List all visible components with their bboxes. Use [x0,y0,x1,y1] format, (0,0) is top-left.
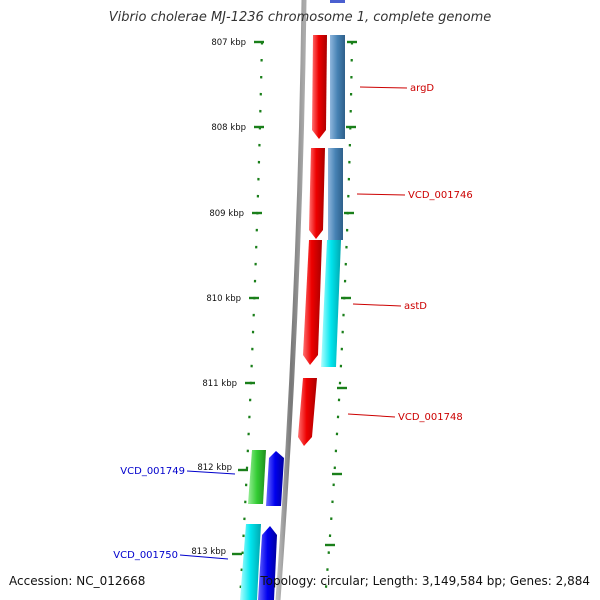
gene-VCD_001749[interactable] [266,451,284,506]
label-VCD_001749[interactable]: VCD_001749 [120,466,185,477]
tick-label-807: 807 kbp [211,38,246,48]
accession-text: Accession: NC_012668 [9,574,146,588]
gene-VCD_001746[interactable] [328,148,343,240]
gene-VCD_001749-green[interactable] [248,450,266,504]
leader-VCD_001749 [186,470,236,475]
label-VCD_001746[interactable]: VCD_001746 [408,190,473,201]
backbone-arc [275,0,307,600]
major-ticks [232,40,357,556]
gene-VCD_001750[interactable] [240,524,261,600]
leader-VCD_001746 [356,193,406,196]
label-argD[interactable]: argD [410,83,434,94]
leader-VCD_001750 [179,554,229,560]
gene-argD-cds[interactable] [312,35,327,139]
gene-VCD_001746-cds[interactable] [309,148,325,239]
gene-astD-cds[interactable] [303,240,322,365]
gene-fragment-top[interactable] [330,0,345,3]
leader-argD [359,86,408,89]
tick-label-811: 811 kbp [202,379,237,389]
label-astD[interactable]: astD [404,301,427,312]
tick-label-810: 810 kbp [206,294,241,304]
tick-label-809: 809 kbp [209,209,244,219]
tick-label-812: 812 kbp [197,463,232,473]
leader-VCD_001748 [347,413,396,418]
gene-argD[interactable] [330,35,345,139]
tick-label-808: 808 kbp [211,123,246,133]
gene-VCD_001748-cds[interactable] [298,378,317,446]
tick-label-813: 813 kbp [191,547,226,557]
map-title: Vibrio cholerae MJ-1236 chromosome 1, co… [108,10,492,25]
leader-astD [352,303,402,307]
genome-summary-text: Topology: circular; Length: 3,149,584 bp… [260,574,590,588]
gene-astD[interactable] [321,240,341,367]
label-VCD_001748[interactable]: VCD_001748 [398,412,463,423]
gene-VCD_001750-blue[interactable] [258,526,277,600]
label-VCD_001750[interactable]: VCD_001750 [113,550,178,561]
